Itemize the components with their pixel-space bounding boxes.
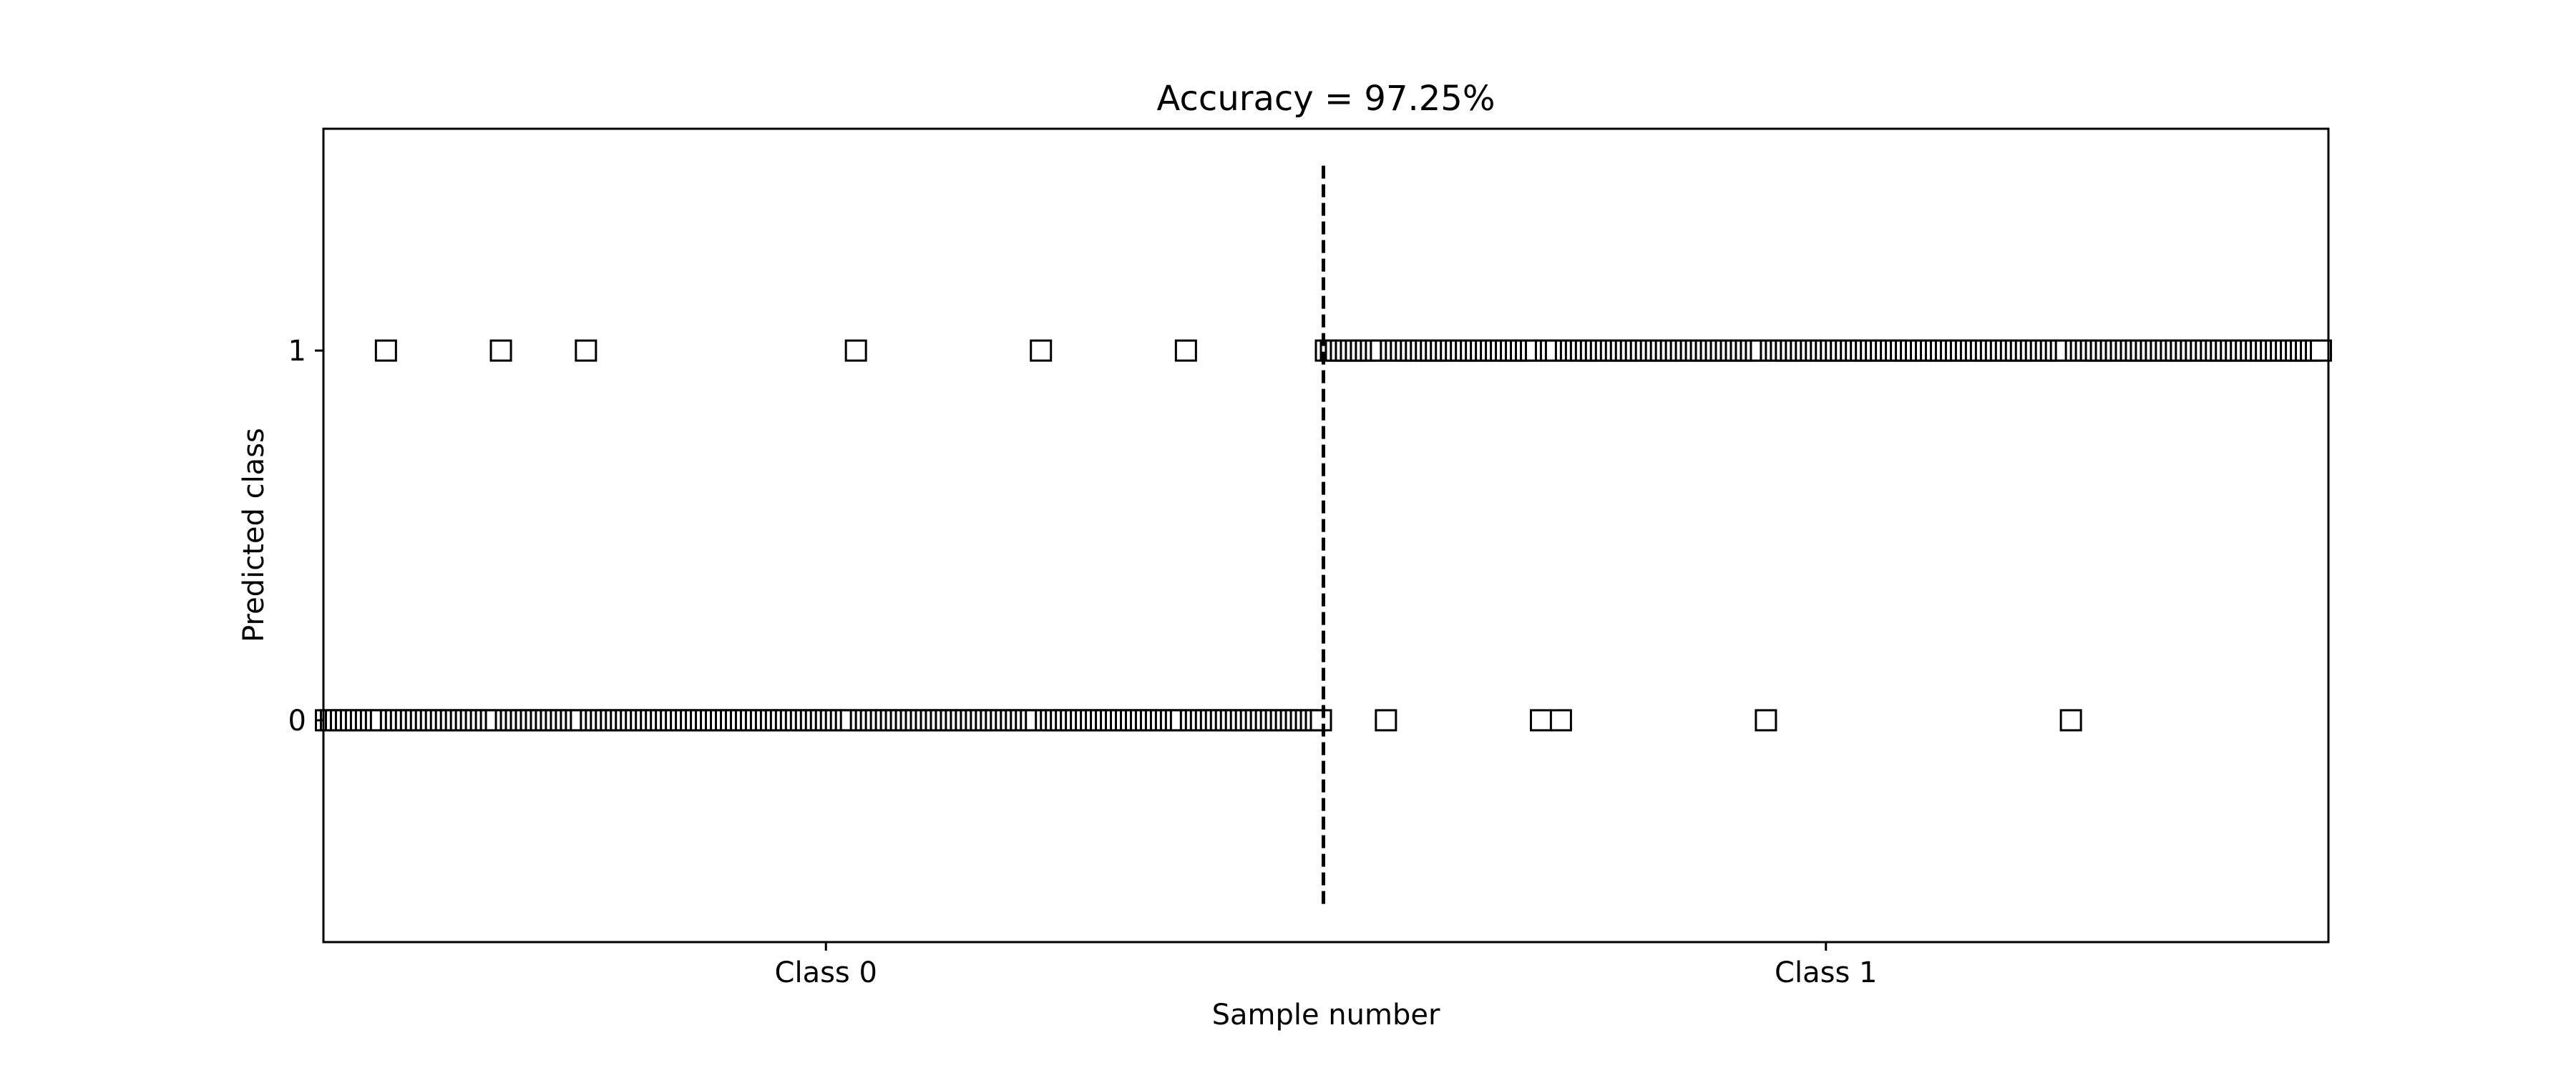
data-point — [2059, 709, 2082, 732]
data-point — [1174, 339, 1197, 362]
y-tick-label: 1 — [288, 335, 306, 368]
x-axis-ticks: Class 0 Class 1 — [775, 942, 1877, 989]
data-point — [374, 339, 397, 362]
data-point — [1529, 709, 1552, 732]
data-point — [1309, 709, 1332, 732]
plot-area-frame — [322, 127, 2330, 944]
data-point — [575, 339, 597, 362]
x-tick-label: Class 1 — [1775, 956, 1877, 989]
y-axis-ticks: 01 — [288, 335, 323, 738]
data-point — [489, 339, 512, 362]
data-point — [1030, 339, 1053, 362]
x-axis-label: Sample number — [1212, 999, 1440, 1032]
x-tick-label: Class 0 — [775, 956, 877, 989]
data-point — [1375, 709, 1397, 732]
data-point — [1549, 709, 1572, 732]
y-axis-label: Predicted class — [238, 428, 270, 642]
y-tick-label: 0 — [288, 705, 306, 738]
data-point — [844, 339, 867, 362]
chart-title: Accuracy = 97.25% — [1157, 79, 1496, 119]
data-point — [1755, 709, 1777, 732]
markers-layer — [314, 339, 2333, 732]
